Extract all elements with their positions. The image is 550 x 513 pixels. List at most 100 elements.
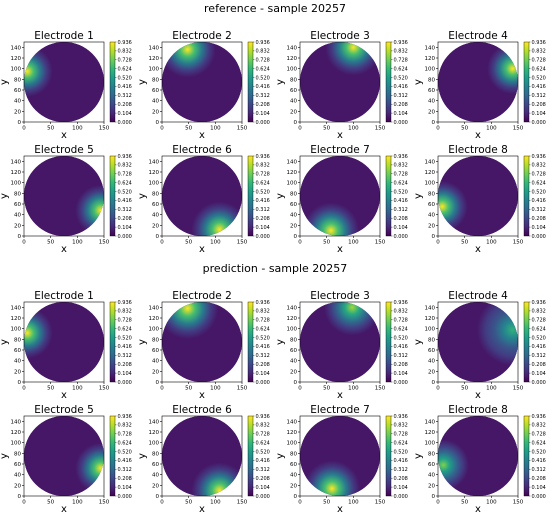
y-tick-label: 0 xyxy=(18,120,22,126)
y-tick-label: 40 xyxy=(152,359,159,365)
y-tick-label: 140 xyxy=(149,159,160,165)
colorbar-tick-label: 0.104 xyxy=(394,485,408,491)
subplot-title: Electrode 6 xyxy=(172,144,232,156)
colorbar-tick-label: 0.520 xyxy=(118,335,132,341)
colorbar-tick-label: 0.208 xyxy=(532,216,546,222)
y-tick-label: 100 xyxy=(287,67,298,73)
colorbar-tick-label: 0.000 xyxy=(118,234,132,240)
y-tick-label: 20 xyxy=(14,483,21,489)
y-tick-label: 40 xyxy=(428,359,435,365)
axes-frame xyxy=(437,155,519,237)
colorbar xyxy=(523,301,530,383)
y-tick-label: 80 xyxy=(14,77,21,83)
colorbar-tick-label: 0.728 xyxy=(118,58,132,64)
x-tick-label: 50 xyxy=(323,126,330,132)
y-axis-label: y xyxy=(0,453,10,459)
colorbar-tick-label: 0.624 xyxy=(118,180,132,186)
colorbar-tick-label: 0.832 xyxy=(118,423,132,429)
x-axis-label: x xyxy=(199,244,205,255)
colorbar-tick-label: 0.832 xyxy=(394,163,408,169)
x-tick-label: 0 xyxy=(160,240,164,246)
x-axis-label: x xyxy=(61,130,67,141)
colorbar-tick-label: 0.936 xyxy=(532,300,546,306)
y-tick-label: 140 xyxy=(425,45,436,51)
y-tick-label: 80 xyxy=(152,337,159,343)
colorbar-tick-label: 0.624 xyxy=(532,326,546,332)
subplot-title: Electrode 8 xyxy=(448,144,508,156)
colorbar-tick-label: 0.520 xyxy=(256,335,270,341)
colorbar-tick-label: 0.832 xyxy=(532,49,546,55)
axes-frame xyxy=(23,155,105,237)
colorbar-tick-label: 0.832 xyxy=(532,163,546,169)
x-tick-label: 50 xyxy=(47,386,54,392)
y-tick-label: 0 xyxy=(432,234,436,240)
subplot-reference-1: 0 50 100 150 0 20 40 60 80 100 120 140 Electrode 1 x y… xyxy=(0,30,132,141)
colorbar-tick-label: 0.936 xyxy=(394,414,408,420)
y-tick-label: 60 xyxy=(152,88,159,94)
colorbar-tick-label: 0.832 xyxy=(394,49,408,55)
subplot-title: Electrode 4 xyxy=(448,30,508,42)
x-tick-label: 100 xyxy=(72,126,83,132)
colorbar-tick-label: 0.936 xyxy=(256,40,270,46)
y-tick-label: 100 xyxy=(425,441,436,447)
x-tick-label: 50 xyxy=(461,386,468,392)
colorbar-tick-label: 0.000 xyxy=(394,380,408,386)
y-tick-label: 80 xyxy=(428,77,435,83)
y-tick-label: 120 xyxy=(287,316,298,322)
colorbar-tick-label: 0.312 xyxy=(532,353,546,359)
x-tick-label: 50 xyxy=(323,386,330,392)
y-tick-label: 120 xyxy=(287,56,298,62)
x-axis-label: x xyxy=(475,504,481,513)
axes-frame xyxy=(23,41,105,123)
colorbar-tick-label: 0.104 xyxy=(532,371,546,377)
colorbar-tick-label: 0.104 xyxy=(118,111,132,117)
y-tick-label: 20 xyxy=(152,483,159,489)
y-tick-label: 80 xyxy=(428,191,435,197)
y-tick-label: 100 xyxy=(11,441,22,447)
y-tick-label: 20 xyxy=(290,483,297,489)
y-tick-label: 120 xyxy=(11,430,22,436)
y-tick-label: 60 xyxy=(14,462,21,468)
axes-frame xyxy=(161,415,243,497)
y-tick-label: 100 xyxy=(149,441,160,447)
y-tick-label: 20 xyxy=(428,109,435,115)
colorbar-tick-label: 0.936 xyxy=(118,40,132,46)
colorbar-tick-label: 0.208 xyxy=(256,476,270,482)
colorbar xyxy=(247,415,254,497)
y-tick-label: 100 xyxy=(11,181,22,187)
colorbar-tick-label: 0.312 xyxy=(256,207,270,213)
y-axis-label: y xyxy=(275,193,286,199)
subplot-title: Electrode 8 xyxy=(448,404,508,416)
subplot-title: Electrode 5 xyxy=(34,144,94,156)
x-tick-label: 50 xyxy=(185,126,192,132)
colorbar-tick-label: 0.312 xyxy=(256,467,270,473)
colorbar-tick-label: 0.520 xyxy=(256,75,270,81)
colorbar-tick-label: 0.936 xyxy=(532,414,546,420)
subplot-prediction-5: 0 50 100 150 0 20 40 60 80 100 120 140 Electrode 5 x y… xyxy=(0,404,132,513)
group-title: prediction - sample 20257 xyxy=(203,262,348,275)
x-tick-label: 0 xyxy=(436,386,440,392)
colorbar-tick-label: 0.208 xyxy=(256,216,270,222)
x-tick-label: 150 xyxy=(237,386,248,392)
y-tick-label: 0 xyxy=(294,120,298,126)
x-tick-label: 0 xyxy=(22,240,26,246)
colorbar-tick-label: 0.728 xyxy=(118,172,132,178)
x-tick-label: 0 xyxy=(298,500,302,506)
colorbar-tick-label: 0.104 xyxy=(394,371,408,377)
colorbar-tick-label: 0.312 xyxy=(118,467,132,473)
y-tick-label: 60 xyxy=(14,202,21,208)
y-tick-label: 20 xyxy=(428,369,435,375)
colorbar-tick-label: 0.728 xyxy=(256,432,270,438)
y-tick-label: 120 xyxy=(149,430,160,436)
x-tick-label: 0 xyxy=(298,240,302,246)
y-tick-label: 80 xyxy=(290,337,297,343)
colorbar-tick-label: 0.520 xyxy=(256,449,270,455)
y-tick-label: 140 xyxy=(11,45,22,51)
colorbar-tick-label: 0.416 xyxy=(256,198,270,204)
x-tick-label: 150 xyxy=(513,126,524,132)
colorbar-tick-label: 0.208 xyxy=(118,102,132,108)
x-tick-label: 100 xyxy=(486,500,497,506)
y-tick-label: 140 xyxy=(11,159,22,165)
y-tick-label: 40 xyxy=(152,99,159,105)
